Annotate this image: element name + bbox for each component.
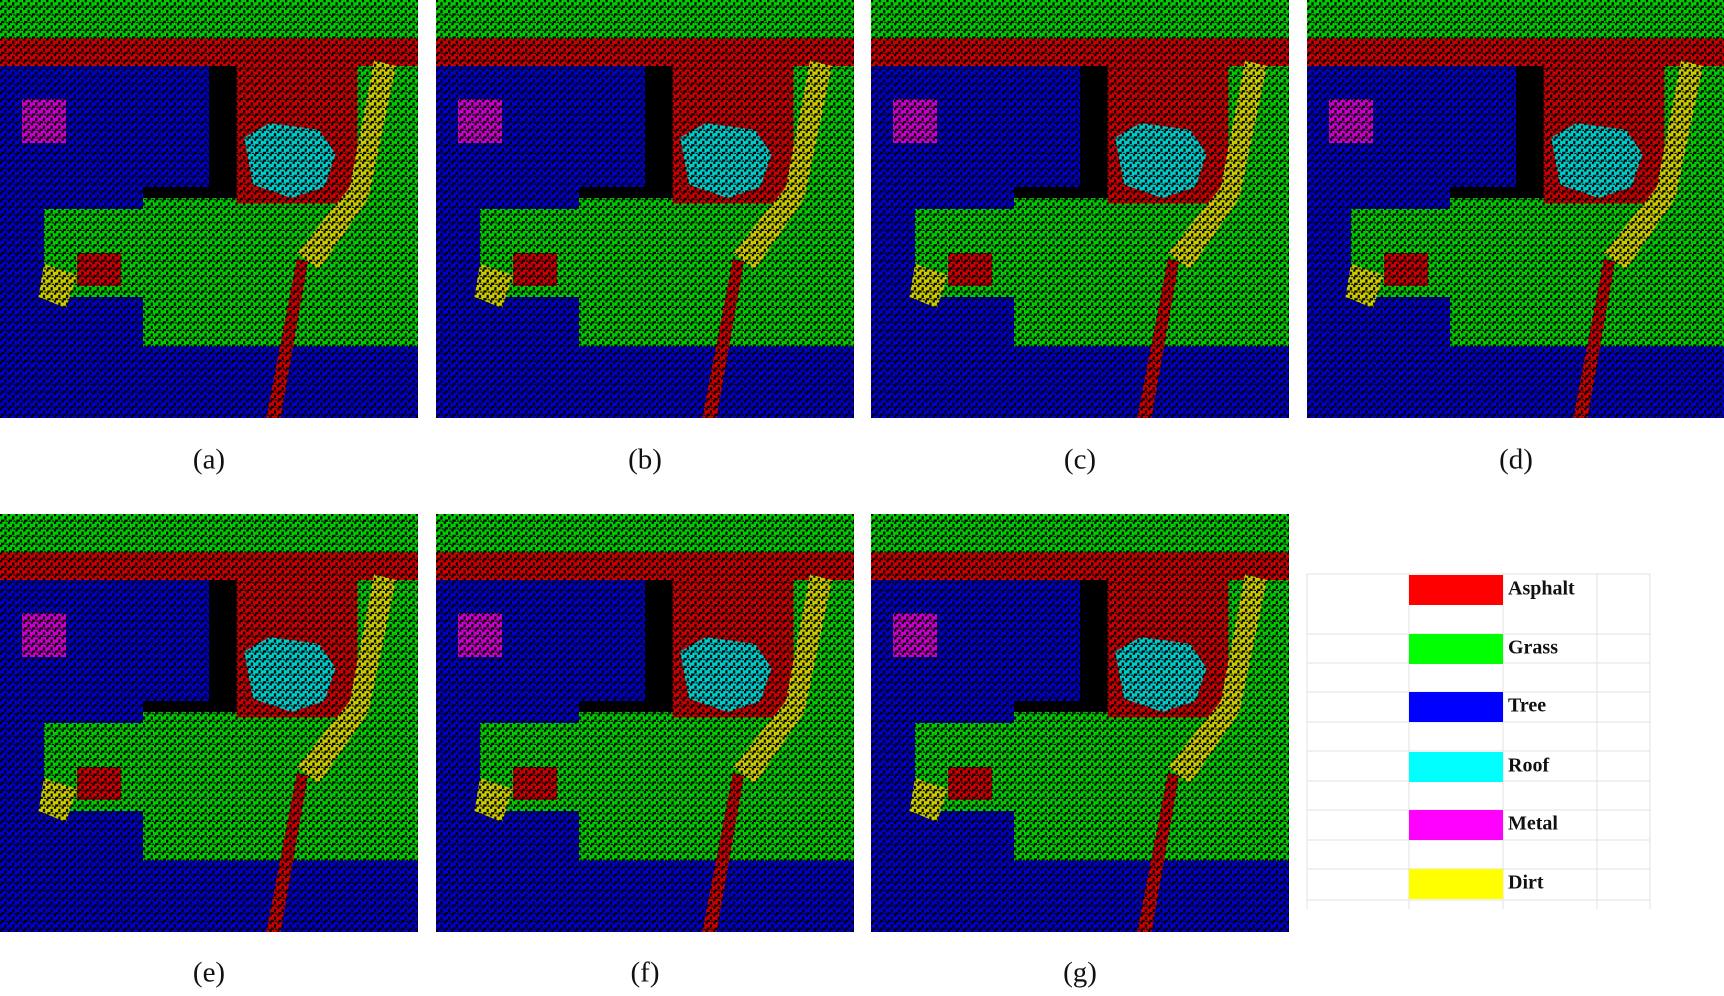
- panel-caption: (f): [631, 957, 660, 989]
- legend-swatch: [1409, 692, 1503, 722]
- panel-caption: (g): [1063, 957, 1097, 989]
- legend-label: Dirt: [1508, 872, 1544, 894]
- panel-caption: (c): [1064, 444, 1096, 476]
- classification-map: [0, 0, 418, 418]
- panel-caption: (e): [193, 957, 225, 989]
- legend-swatch: [1409, 869, 1503, 899]
- legend-swatch: [1409, 752, 1503, 782]
- panel-caption: (a): [193, 444, 225, 476]
- classification-map: [436, 514, 854, 932]
- panel-caption: (d): [1499, 444, 1533, 476]
- classification-map: [871, 0, 1289, 418]
- legend-label: Roof: [1508, 755, 1549, 777]
- legend-label: Grass: [1508, 637, 1558, 659]
- legend-swatch: [1409, 575, 1503, 605]
- classification-map: [436, 0, 854, 418]
- panel-caption: (b): [628, 444, 662, 476]
- legend-label: Metal: [1508, 813, 1558, 835]
- classification-map: [871, 514, 1289, 932]
- classification-map: [0, 514, 418, 932]
- legend-swatch: [1409, 810, 1503, 840]
- legend-label: Tree: [1508, 695, 1546, 717]
- legend-swatch: [1409, 634, 1503, 664]
- classification-map: [1307, 0, 1724, 418]
- legend-grid: [1306, 573, 1651, 909]
- legend-label: Asphalt: [1508, 578, 1575, 600]
